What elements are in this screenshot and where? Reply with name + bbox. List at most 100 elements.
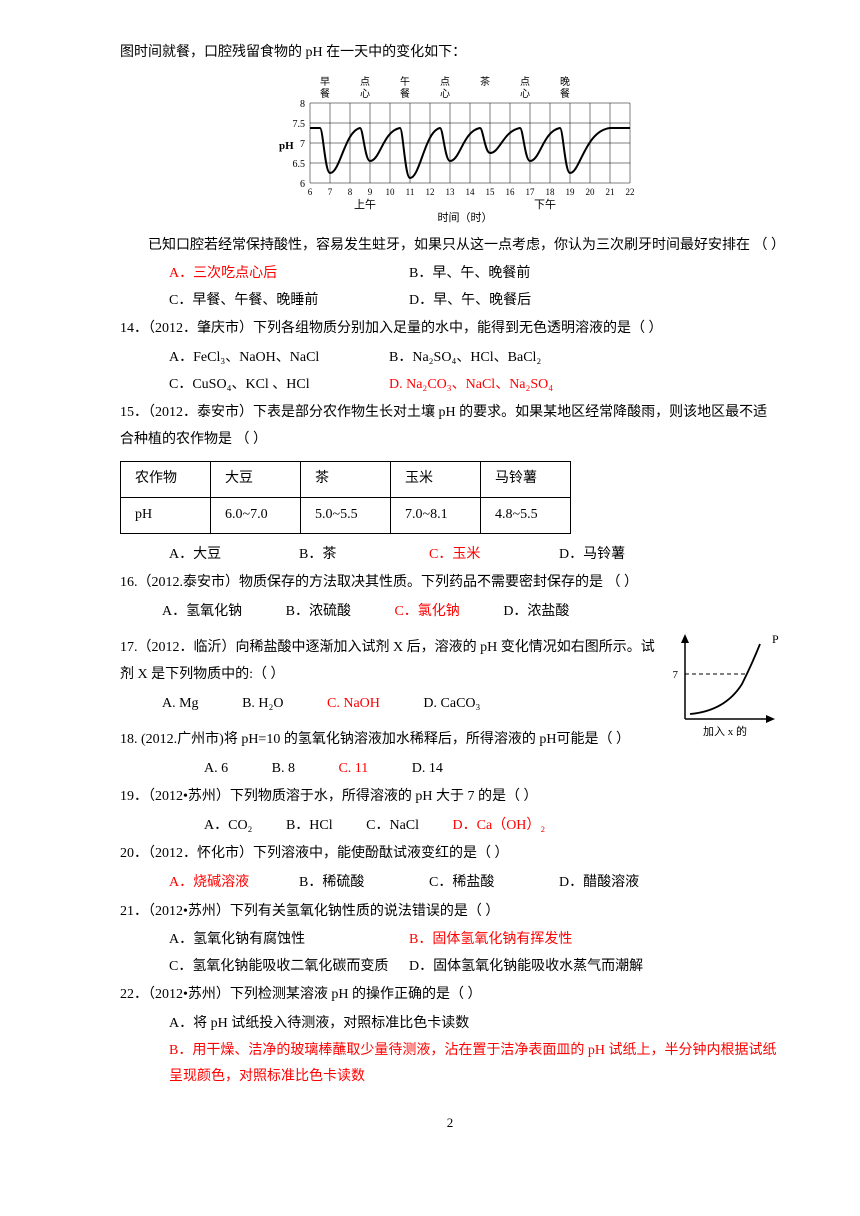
svg-text:加入 x 的: 加入 x 的 [703,724,747,738]
svg-text:16: 16 [506,187,516,197]
svg-text:心: 心 [520,88,530,100]
q19-opt-b: B．HCl [286,818,333,833]
q20-opt-d: D．醋酸溶液 [559,870,679,897]
q20-options: A．烧碱溶液 B．稀硫酸 C．稀盐酸 D．醋酸溶液 [120,870,780,897]
table-cell: 茶 [301,462,391,498]
table-cell: 玉米 [391,462,481,498]
q21-opt-a: A．氢氧化钠有腐蚀性 [169,927,399,954]
svg-text:14: 14 [466,187,476,197]
table-cell: 6.0~7.0 [211,497,301,533]
q14-opt-a: A．FeCl₃、NaOH、NaCl [169,345,379,372]
svg-text:7: 7 [673,669,679,681]
svg-text:15: 15 [486,187,496,197]
q14-options2: C．CuSO₄、KCl 、HCl D. Na₂CO₃、NaCl、Na₂SO₄ [120,372,780,399]
svg-text:6: 6 [300,179,305,190]
q17-opt-d: D. CaCO₃ [423,696,480,711]
ph-chart: 8 7.5 7 6.5 6 pH 6 7 8 9 10 11 12 13 14 … [265,73,635,223]
q21-options2: C．氢氧化钠能吸收二氧化碳而变质 D．固体氢氧化钠能吸收水蒸气而潮解 [120,954,780,981]
q20-opt-a: A．烧碱溶液 [169,870,289,897]
svg-text:茶: 茶 [480,75,490,88]
q18-opt-d: D. 14 [412,761,443,776]
q13-opt-a: A．三次吃点心后 [169,261,399,288]
q15-opt-d: D．马铃薯 [559,542,679,569]
svg-text:17: 17 [526,187,536,197]
svg-text:点: 点 [520,76,530,88]
table-cell: 5.0~5.5 [301,497,391,533]
svg-text:P: P [772,632,779,646]
q16-stem: 16.（2012.泰安市）物质保存的方法取决其性质。下列药品不需要密封保存的是 … [120,570,780,597]
svg-text:早: 早 [320,76,330,88]
q19-options: A．CO₂ B．HCl C．NaCl D．Ca（OH）₂ [120,813,780,840]
table-cell: pH [121,497,211,533]
svg-text:10: 10 [386,187,396,197]
table-cell: 大豆 [211,462,301,498]
q18-opt-c: C. 11 [338,761,368,776]
intro-line: 图时间就餐，口腔残留食物的 pH 在一天中的变化如下： [120,40,780,67]
svg-text:20: 20 [586,187,596,197]
crop-table: 农作物 大豆 茶 玉米 马铃薯 pH 6.0~7.0 5.0~5.5 7.0~8… [120,461,571,533]
q16-options: A．氢氧化钠 B．浓硫酸 C．氯化钠 D．浓盐酸 [120,599,780,626]
q15-options: A．大豆 B．茶 C．玉米 D．马铃薯 [120,542,780,569]
q17-opt-a: A. Mg [162,696,199,711]
q19-stem: 19．（2012•苏州）下列物质溶于水，所得溶液的 pH 大于 7 的是（ ） [120,784,780,811]
q14-opt-c: C．CuSO₄、KCl 、HCl [169,372,379,399]
svg-text:8: 8 [348,187,353,197]
q16-opt-d: D．浓盐酸 [503,604,569,619]
svg-text:21: 21 [606,187,615,197]
q22-stem: 22．（2012•苏州）下列检测某溶液 pH 的操作正确的是（ ） [120,982,780,1009]
svg-text:餐: 餐 [320,87,330,100]
table-row: 农作物 大豆 茶 玉米 马铃薯 [121,462,571,498]
q20-opt-b: B．稀硫酸 [299,870,419,897]
q16-opt-b: B．浓硫酸 [286,604,351,619]
q15-stem: 15．（2012．泰安市）下表是部分农作物生长对土壤 pH 的要求。如果某地区经… [120,400,780,453]
q13-options2: C．早餐、午餐、晚睡前 D．早、午、晚餐后 [120,288,780,315]
table-cell: 7.0~8.1 [391,497,481,533]
svg-text:心: 心 [440,88,450,100]
svg-text:22: 22 [626,187,635,197]
q21-opt-b: B．固体氢氧化钠有挥发性 [409,927,639,954]
q19-opt-d: D．Ca（OH）₂ [453,818,546,833]
q13-opt-b: B．早、午、晚餐前 [409,261,639,288]
curve-svg: P 7 加入 x 的 [670,629,780,739]
q13-stem: 已知口腔若经常保持酸性，容易发生蛀牙，如果只从这一点考虑，你认为三次刷牙时间最好… [120,233,780,260]
svg-text:晚: 晚 [560,76,570,88]
chart-svg: 8 7.5 7 6.5 6 pH 6 7 8 9 10 11 12 13 14 … [265,73,635,223]
svg-text:6: 6 [308,187,313,197]
q16-opt-a: A．氢氧化钠 [162,604,242,619]
q21-options: A．氢氧化钠有腐蚀性 B．固体氢氧化钠有挥发性 [120,927,780,954]
svg-text:上午: 上午 [354,198,376,211]
svg-text:餐: 餐 [560,87,570,100]
svg-text:7: 7 [328,187,333,197]
q13-options: A．三次吃点心后 B．早、午、晚餐前 [120,261,780,288]
svg-text:19: 19 [566,187,576,197]
svg-text:时间（时）: 时间（时） [438,211,493,223]
svg-text:下午: 下午 [534,198,556,211]
table-cell: 马铃薯 [481,462,571,498]
svg-text:8: 8 [300,99,305,110]
q18-opt-b: B. 8 [272,761,295,776]
q15-opt-b: B．茶 [299,542,419,569]
svg-text:7.5: 7.5 [293,119,306,130]
svg-text:点: 点 [360,76,370,88]
q18-opt-a: A. 6 [204,761,228,776]
q20-stem: 20．（2012．怀化市）下列溶液中，能使酚酞试液变红的是（ ） [120,841,780,868]
svg-text:12: 12 [426,187,435,197]
q15-opt-c: C．玉米 [429,542,549,569]
svg-text:18: 18 [546,187,556,197]
table-row: pH 6.0~7.0 5.0~5.5 7.0~8.1 4.8~5.5 [121,497,571,533]
svg-text:午: 午 [400,75,410,88]
svg-text:餐: 餐 [400,87,410,100]
q18-options: A. 6 B. 8 C. 11 D. 14 [120,756,780,783]
q21-opt-d: D．固体氢氧化钠能吸收水蒸气而潮解 [409,954,643,981]
svg-text:6.5: 6.5 [293,159,306,170]
svg-text:心: 心 [360,88,370,100]
page-number: 2 [120,1111,780,1136]
q16-opt-c: C．氯化钠 [394,604,459,619]
q22-opt-b: B．用干燥、洁净的玻璃棒蘸取少量待测液，沾在置于洁净表面皿的 pH 试纸上，半分… [120,1038,780,1091]
q19-opt-c: C．NaCl [366,818,419,833]
svg-text:pH: pH [279,140,294,152]
q14-opt-b: B．Na₂SO₄、HCl、BaCl₂ [389,345,599,372]
svg-text:13: 13 [446,187,456,197]
q17-graph: P 7 加入 x 的 [670,629,780,750]
q21-stem: 21．（2012•苏州）下列有关氢氧化钠性质的说法错误的是（ ） [120,899,780,926]
